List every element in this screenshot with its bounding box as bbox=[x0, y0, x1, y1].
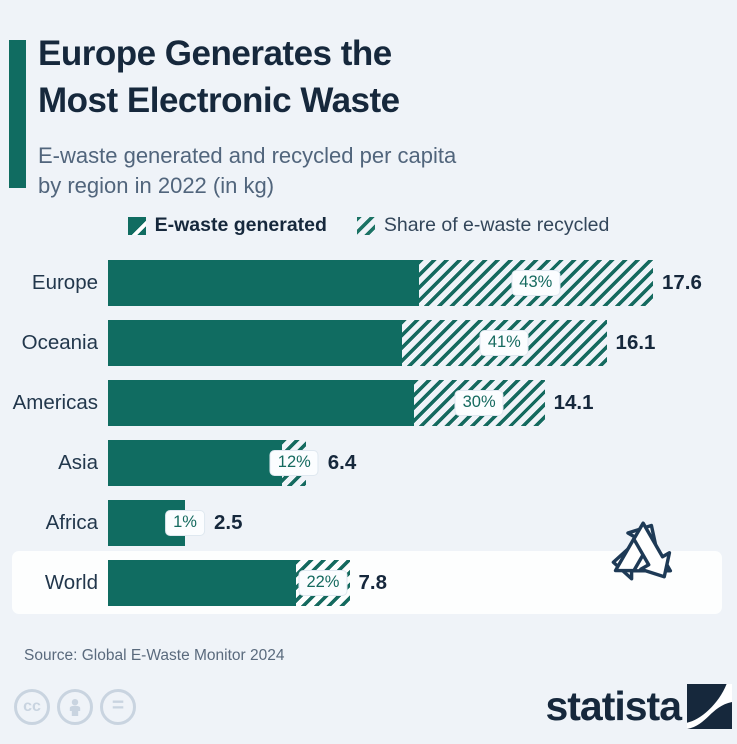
page-subtitle: E-waste generated and recycled per capit… bbox=[38, 141, 456, 201]
recycled-percent-badge: 41% bbox=[479, 330, 529, 356]
legend-label-generated: E-waste generated bbox=[154, 214, 327, 236]
chart-row-africa: Africa 1% 2.5 bbox=[0, 493, 737, 553]
region-label: World bbox=[44, 571, 98, 594]
chart-legend: E-waste generated Share of e-waste recyc… bbox=[0, 214, 737, 237]
recycled-percent-badge: 12% bbox=[269, 450, 319, 476]
total-value-label: 7.8 bbox=[358, 571, 388, 594]
total-value-label: 14.1 bbox=[553, 391, 594, 414]
bar-track: 22% 7.8 bbox=[108, 560, 737, 606]
region-label: Oceania bbox=[21, 331, 98, 354]
recycled-percent-badge: 30% bbox=[454, 390, 504, 416]
generated-bar-segment bbox=[108, 320, 403, 366]
title-line-2: Most Electronic Waste bbox=[38, 81, 400, 120]
chart-row-oceania: Oceania 41% 16.1 bbox=[0, 313, 737, 373]
subtitle-line-1: E-waste generated and recycled per capit… bbox=[38, 143, 457, 168]
bar-chart: Europe 43% 17.6 Oceania 41% 16.1 Americas 30% 14… bbox=[0, 253, 737, 613]
region-label: Americas bbox=[12, 391, 98, 414]
region-label: Europe bbox=[31, 271, 98, 294]
total-value-label: 2.5 bbox=[214, 511, 243, 534]
bar-track: 30% 14.1 bbox=[108, 380, 737, 426]
total-value-label: 6.4 bbox=[327, 451, 357, 474]
total-value-label: 17.6 bbox=[662, 271, 702, 294]
statista-logo[interactable]: statista bbox=[545, 684, 732, 729]
generated-bar-segment bbox=[108, 260, 419, 306]
solid-swatch-icon bbox=[127, 216, 146, 235]
cc-license-icon[interactable]: cc bbox=[14, 689, 50, 725]
chart-row-asia: Asia 12% 6.4 bbox=[0, 433, 737, 493]
chart-row-world: World 22% 7.8 bbox=[0, 553, 737, 613]
subtitle-line-2: by region in 2022 (in kg) bbox=[38, 173, 275, 198]
recycled-percent-badge: 1% bbox=[165, 510, 205, 536]
bar-track: 12% 6.4 bbox=[108, 440, 737, 486]
chart-row-europe: Europe 43% 17.6 bbox=[0, 253, 737, 313]
hatch-swatch-icon bbox=[356, 216, 375, 235]
cc-attribution-icon[interactable] bbox=[57, 689, 93, 725]
legend-label-recycled: Share of e-waste recycled bbox=[383, 214, 610, 236]
title-accent-bar bbox=[9, 40, 26, 188]
recycle-icon bbox=[586, 491, 700, 610]
license-icons[interactable]: cc = bbox=[14, 689, 136, 725]
source-note: Source: Global E-Waste Monitor 2024 bbox=[24, 647, 285, 664]
legend-item-generated: E-waste generated bbox=[127, 214, 327, 237]
bar-track: 1% 2.5 bbox=[108, 500, 737, 546]
region-label: Africa bbox=[45, 511, 98, 534]
recycled-percent-badge: 43% bbox=[511, 270, 561, 296]
generated-bar-segment bbox=[108, 440, 283, 486]
region-label: Asia bbox=[58, 451, 98, 474]
recycled-percent-badge: 22% bbox=[298, 570, 348, 596]
generated-bar-segment bbox=[108, 380, 414, 426]
chart-row-americas: Americas 30% 14.1 bbox=[0, 373, 737, 433]
legend-item-recycled: Share of e-waste recycled bbox=[356, 214, 610, 237]
page-title: Europe Generates the Most Electronic Was… bbox=[38, 30, 400, 124]
generated-bar-segment bbox=[108, 560, 297, 606]
cc-nd-icon[interactable]: = bbox=[100, 689, 136, 725]
bar-track: 41% 16.1 bbox=[108, 320, 737, 366]
statista-wordmark: statista bbox=[545, 683, 682, 729]
total-value-label: 16.1 bbox=[615, 331, 656, 354]
title-line-1: Europe Generates the bbox=[38, 34, 392, 73]
bar-track: 43% 17.6 bbox=[108, 260, 737, 306]
statista-logo-mark bbox=[687, 684, 732, 729]
